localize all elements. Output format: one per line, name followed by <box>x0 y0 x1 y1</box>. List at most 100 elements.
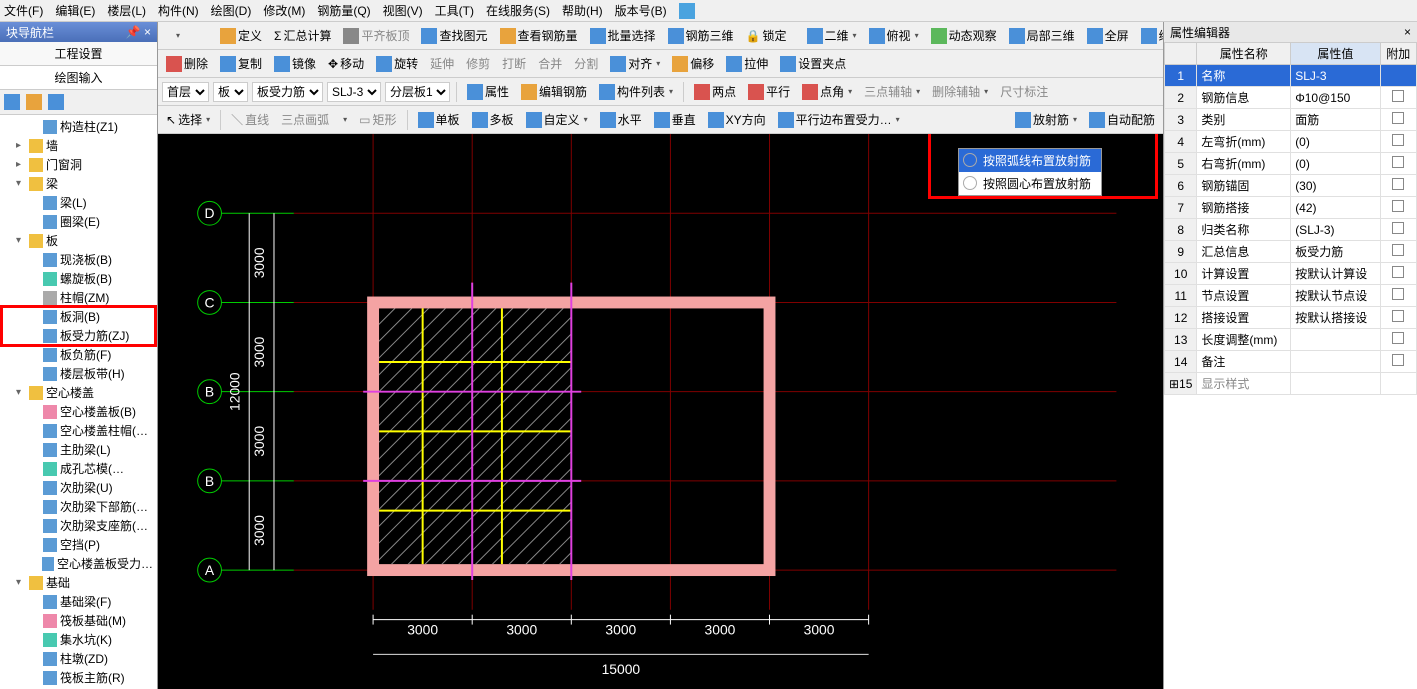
move-button[interactable]: ✥移动 <box>324 53 368 74</box>
prop-row[interactable]: 12搭接设置按默认搭接设 <box>1165 307 1417 329</box>
rebar-3d-button[interactable]: 钢筋三维 <box>664 25 738 46</box>
tree-node[interactable]: 基础梁(F) <box>2 592 155 611</box>
tree-node[interactable]: ▾空心楼盖 <box>2 383 155 402</box>
del-aux-button[interactable]: 删除辅轴 <box>928 81 992 102</box>
floor-combo[interactable]: 首层 <box>162 82 209 102</box>
name-combo[interactable]: SLJ-3 <box>327 82 381 102</box>
subtype-combo[interactable]: 板受力筋 <box>252 82 323 102</box>
tree-node[interactable]: 集水坑(K) <box>2 630 155 649</box>
xy-button[interactable]: XY方向 <box>704 109 770 130</box>
tree-node[interactable]: 板负筋(F) <box>2 345 155 364</box>
mirror-button[interactable]: 镜像 <box>270 53 320 74</box>
radial-rebar-button[interactable]: 放射筋 <box>1011 109 1081 130</box>
select-tool[interactable]: ↖选择 <box>162 109 214 130</box>
prop-row[interactable]: 8归类名称(SLJ-3) <box>1165 219 1417 241</box>
popup-arc-radial[interactable]: 按照弧线布置放射筋 <box>959 149 1101 172</box>
menu-online[interactable]: 在线服务(S) <box>486 2 550 19</box>
tree-node[interactable]: ▸墙 <box>2 136 155 155</box>
horizontal-button[interactable]: 水平 <box>596 109 646 130</box>
find-elem-button[interactable]: 查找图元 <box>417 25 491 46</box>
prop-row[interactable]: 7钢筋搭接(42) <box>1165 197 1417 219</box>
tree-node[interactable]: 次肋梁支座筋(… <box>2 516 155 535</box>
align-button[interactable]: 对齐 <box>606 53 664 74</box>
tree-node[interactable]: 板受力筋(ZJ) <box>2 326 155 345</box>
two-point-button[interactable]: 两点 <box>690 81 740 102</box>
open-dropdown[interactable] <box>170 29 184 42</box>
layer-combo[interactable]: 分层板1 <box>385 82 450 102</box>
prop-row[interactable]: 6钢筋锚固(30) <box>1165 175 1417 197</box>
point-angle-button[interactable]: 点角 <box>798 81 856 102</box>
menu-file[interactable]: 文件(F) <box>4 2 43 19</box>
menu-draw[interactable]: 绘图(D) <box>211 2 252 19</box>
grip-button[interactable]: 设置夹点 <box>776 53 850 74</box>
tree-node[interactable]: 次肋梁(U) <box>2 478 155 497</box>
prop-row[interactable]: 10计算设置按默认计算设 <box>1165 263 1417 285</box>
prop-row[interactable]: 11节点设置按默认节点设 <box>1165 285 1417 307</box>
menu-edit[interactable]: 编辑(E) <box>55 2 95 19</box>
nav-tool-1[interactable] <box>4 94 20 110</box>
prop-row[interactable]: 5右弯折(mm)(0) <box>1165 153 1417 175</box>
tree-node[interactable]: 空心楼盖板受力… <box>2 554 155 573</box>
nav-tool-2[interactable] <box>26 94 42 110</box>
prop-row[interactable]: 2钢筋信息Φ10@150 <box>1165 87 1417 109</box>
tree-node[interactable]: 圈梁(E) <box>2 212 155 231</box>
tree-node[interactable]: 柱帽(ZM) <box>2 288 155 307</box>
menu-modify[interactable]: 修改(M) <box>263 2 305 19</box>
member-combo[interactable]: 板 <box>213 82 248 102</box>
tree-node[interactable]: 构造柱(Z1) <box>2 117 155 136</box>
lock-button[interactable]: 🔒锁定 <box>742 25 791 46</box>
tree-node[interactable]: 梁(L) <box>2 193 155 212</box>
prop-row[interactable]: 13长度调整(mm) <box>1165 329 1417 351</box>
menu-view[interactable]: 视图(V) <box>383 2 423 19</box>
prop-row[interactable]: 9汇总信息板受力筋 <box>1165 241 1417 263</box>
drawing-canvas[interactable]: D C B B A <box>158 134 1163 689</box>
dim-button[interactable]: 尺寸标注 <box>996 81 1052 102</box>
tree-node[interactable]: 次肋梁下部筋(… <box>2 497 155 516</box>
menu-tools[interactable]: 工具(T) <box>435 2 474 19</box>
prop-close-icon[interactable]: × <box>1404 25 1411 39</box>
pin-icon[interactable]: 📌 × <box>126 25 151 39</box>
menu-rebar[interactable]: 钢筋量(Q) <box>317 2 370 19</box>
tree-node[interactable]: 筏板主筋(R) <box>2 668 155 687</box>
prop-row[interactable]: 4左弯折(mm)(0) <box>1165 131 1417 153</box>
orbit-button[interactable]: 动态观察 <box>927 25 1001 46</box>
batch-select-button[interactable]: 批量选择 <box>586 25 660 46</box>
stretch-button[interactable]: 拉伸 <box>722 53 772 74</box>
property-table[interactable]: 属性名称 属性值 附加 1名称SLJ-32钢筋信息Φ10@1503类别面筋4左弯… <box>1164 42 1417 395</box>
fullscreen-button[interactable]: 全屏 <box>1083 25 1133 46</box>
multi-slab-button[interactable]: 多板 <box>468 109 518 130</box>
prop-row[interactable]: ⊞15显示样式 <box>1165 373 1417 395</box>
single-slab-button[interactable]: 单板 <box>414 109 464 130</box>
tree-node[interactable]: ▸门窗洞 <box>2 155 155 174</box>
tree-node[interactable]: 空心楼盖柱帽(… <box>2 421 155 440</box>
menu-member[interactable]: 构件(N) <box>158 2 199 19</box>
tree-node[interactable]: 现浇板(B) <box>2 250 155 269</box>
tree-node[interactable]: 主肋梁(L) <box>2 440 155 459</box>
tree-node[interactable]: ▾板 <box>2 231 155 250</box>
tree-node[interactable]: 成孔芯模(… <box>2 459 155 478</box>
local-3d-button[interactable]: 局部三维 <box>1005 25 1079 46</box>
zoom-button[interactable]: 缩放 <box>1137 25 1163 46</box>
parallel-button[interactable]: 平行 <box>744 81 794 102</box>
view-rebar-button[interactable]: 查看钢筋量 <box>496 25 582 46</box>
tree-node[interactable]: ▾梁 <box>2 174 155 193</box>
three-point-aux-button[interactable]: 三点辅轴 <box>860 81 924 102</box>
tree-node[interactable]: ▾基础 <box>2 573 155 592</box>
tree-node[interactable]: 筏板基础(M) <box>2 611 155 630</box>
tree-node[interactable]: 空挡(P) <box>2 535 155 554</box>
custom-button[interactable]: 自定义 <box>522 109 592 130</box>
parallel-edge-button[interactable]: 平行边布置受力… <box>774 109 904 130</box>
prop-row[interactable]: 14备注 <box>1165 351 1417 373</box>
popup-center-radial[interactable]: 按照圆心布置放射筋 <box>959 172 1101 195</box>
rotate-button[interactable]: 旋转 <box>372 53 422 74</box>
prop-row[interactable]: 1名称SLJ-3 <box>1165 65 1417 87</box>
tree-node[interactable]: 空心楼盖板(B) <box>2 402 155 421</box>
edit-rebar-button[interactable]: 编辑钢筋 <box>517 81 591 102</box>
menu-version[interactable]: 版本号(B) <box>615 2 667 19</box>
member-list-button[interactable]: 构件列表 <box>595 81 677 102</box>
member-tree[interactable]: 构造柱(Z1)▸墙▸门窗洞▾梁梁(L)圈梁(E)▾板现浇板(B)螺旋板(B)柱帽… <box>0 115 157 689</box>
tree-node[interactable]: 螺旋板(B) <box>2 269 155 288</box>
tree-node[interactable]: 楼层板带(H) <box>2 364 155 383</box>
tree-node[interactable]: 板洞(B) <box>2 307 155 326</box>
offset-button[interactable]: 偏移 <box>668 53 718 74</box>
